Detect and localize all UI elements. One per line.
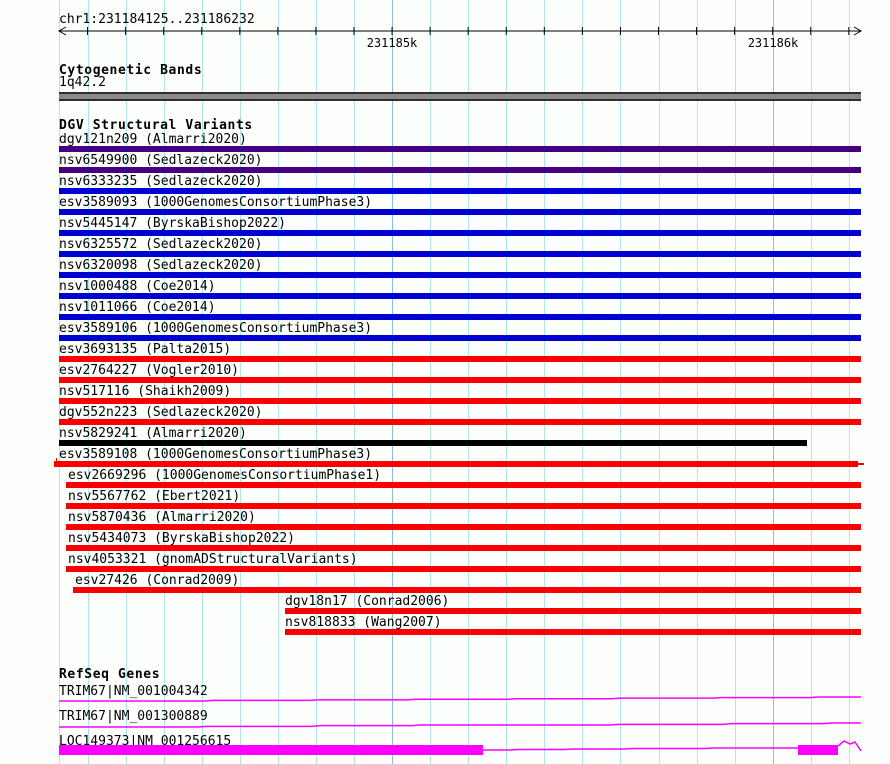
variant-label[interactable]: nsv4053321 (gnomADStructuralVariants) bbox=[68, 552, 358, 567]
variant-bar[interactable] bbox=[285, 608, 861, 614]
variant-label[interactable]: nsv5567762 (Ebert2021) bbox=[68, 489, 241, 504]
variant-bar[interactable] bbox=[59, 251, 861, 257]
variant-label[interactable]: nsv818833 (Wang2007) bbox=[285, 615, 442, 630]
ruler-axis bbox=[57, 26, 863, 36]
variant-bar[interactable] bbox=[59, 335, 861, 341]
variant-bar[interactable] bbox=[59, 398, 861, 404]
variant-bar[interactable] bbox=[66, 566, 861, 572]
gene-exon-block[interactable] bbox=[59, 745, 483, 755]
gene-intron-line[interactable] bbox=[483, 747, 798, 751]
variant-label[interactable]: nsv1000488 (Coe2014) bbox=[59, 279, 216, 294]
variant-label[interactable]: esv3589093 (1000GenomesConsortiumPhase3) bbox=[59, 195, 373, 210]
variant-label[interactable]: nsv6325572 (Sedlazeck2020) bbox=[59, 237, 263, 252]
variant-bar[interactable] bbox=[66, 545, 861, 551]
variant-bar[interactable] bbox=[59, 419, 861, 425]
ruler-line bbox=[57, 26, 863, 36]
variant-bar[interactable] bbox=[285, 629, 861, 635]
variant-label[interactable]: nsv6320098 (Sedlazeck2020) bbox=[59, 258, 263, 273]
variant-bar[interactable] bbox=[66, 524, 861, 530]
dgv-track-title: DGV Structural Variants bbox=[59, 118, 253, 133]
gene-tail-line[interactable] bbox=[837, 740, 862, 752]
variant-overflow-tick bbox=[858, 463, 864, 465]
variant-label[interactable]: nsv5829241 (Almarri2020) bbox=[59, 426, 247, 441]
ruler-major-label: 231186k bbox=[747, 36, 799, 50]
variant-bar[interactable] bbox=[59, 209, 861, 215]
variant-label[interactable]: esv3589106 (1000GenomesConsortiumPhase3) bbox=[59, 321, 373, 336]
variant-bar[interactable] bbox=[54, 461, 858, 467]
gene-label[interactable]: LOC149373|NM_001256615 bbox=[59, 734, 232, 749]
gene-intron-line[interactable] bbox=[59, 722, 861, 728]
variant-label[interactable]: esv2764227 (Vogler2010) bbox=[59, 363, 240, 378]
variant-label[interactable]: dgv18n17 (Conrad2006) bbox=[285, 594, 450, 609]
variant-label[interactable]: esv3693135 (Palta2015) bbox=[59, 342, 232, 357]
variant-bar[interactable] bbox=[59, 293, 861, 299]
variant-bar[interactable] bbox=[59, 167, 861, 173]
variant-label[interactable]: nsv5445147 (ByrskaBishop2022) bbox=[59, 216, 286, 231]
region-label: chr1:231184125..231186232 bbox=[59, 12, 255, 27]
variant-label[interactable]: nsv6549900 (Sedlazeck2020) bbox=[59, 153, 263, 168]
variant-bar[interactable] bbox=[59, 314, 861, 320]
variant-label[interactable]: dgv121n209 (Almarri2020) bbox=[59, 132, 247, 147]
gene-intron-line[interactable] bbox=[59, 696, 861, 702]
cytobands-track-title: Cytogenetic Bands bbox=[59, 63, 203, 78]
variant-label[interactable]: nsv1011066 (Coe2014) bbox=[59, 300, 216, 315]
ruler-major-label: 231185k bbox=[366, 36, 418, 50]
variant-label[interactable]: nsv5434073 (ByrskaBishop2022) bbox=[68, 531, 295, 546]
variant-label[interactable]: nsv5870436 (Almarri2020) bbox=[68, 510, 256, 525]
variant-bar[interactable] bbox=[59, 146, 861, 152]
variant-bar[interactable] bbox=[59, 440, 807, 446]
variant-overflow-tick bbox=[56, 458, 57, 461]
gene-label[interactable]: TRIM67|NM_001300889 bbox=[59, 709, 208, 724]
variant-label[interactable]: dgv552n223 (Sedlazeck2020) bbox=[59, 405, 263, 420]
gene-exon-block[interactable] bbox=[798, 745, 838, 755]
refseq-track-title: RefSeq Genes bbox=[59, 667, 161, 682]
cytoband-bar[interactable] bbox=[59, 92, 861, 101]
variant-bar[interactable] bbox=[59, 377, 861, 383]
variant-label[interactable]: esv3589108 (1000GenomesConsortiumPhase3) bbox=[59, 447, 373, 462]
variant-bar[interactable] bbox=[59, 356, 861, 362]
cytoband-label[interactable]: 1q42.2 bbox=[59, 75, 106, 90]
gene-label[interactable]: TRIM67|NM_001004342 bbox=[59, 684, 208, 699]
variant-label[interactable]: esv27426 (Conrad2009) bbox=[75, 573, 240, 588]
variant-label[interactable]: nsv6333235 (Sedlazeck2020) bbox=[59, 174, 263, 189]
variant-bar[interactable] bbox=[59, 230, 861, 236]
variant-bar[interactable] bbox=[73, 587, 861, 593]
variant-label[interactable]: esv2669296 (1000GenomesConsortiumPhase1) bbox=[68, 468, 382, 483]
variant-bar[interactable] bbox=[66, 482, 861, 488]
variant-label[interactable]: nsv517116 (Shaikh2009) bbox=[59, 384, 232, 399]
variant-bar[interactable] bbox=[66, 503, 861, 509]
variant-bar[interactable] bbox=[59, 188, 861, 194]
variant-bar[interactable] bbox=[59, 272, 861, 278]
